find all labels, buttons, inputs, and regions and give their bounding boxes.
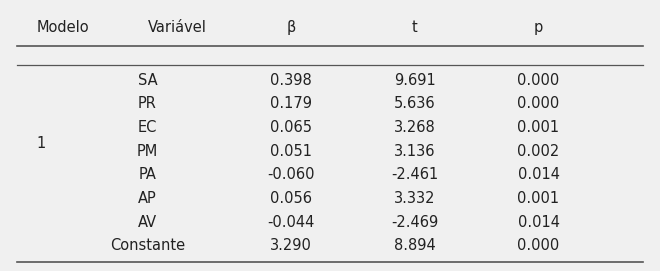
Text: SA: SA — [138, 73, 157, 88]
Text: 0.000: 0.000 — [517, 238, 560, 253]
Text: 0.000: 0.000 — [517, 96, 560, 111]
Text: EC: EC — [138, 120, 157, 135]
Text: t: t — [412, 20, 418, 35]
Text: AP: AP — [138, 191, 157, 206]
Text: AV: AV — [138, 215, 157, 230]
Text: -2.461: -2.461 — [391, 167, 438, 182]
Text: 0.002: 0.002 — [517, 144, 560, 159]
Text: 1: 1 — [37, 136, 46, 151]
Text: -2.469: -2.469 — [391, 215, 438, 230]
Text: 3.332: 3.332 — [394, 191, 436, 206]
Text: 3.136: 3.136 — [394, 144, 436, 159]
Text: 3.290: 3.290 — [270, 238, 312, 253]
Text: Variável: Variável — [148, 20, 207, 35]
Text: Constante: Constante — [110, 238, 185, 253]
Text: p: p — [534, 20, 543, 35]
Text: 0.065: 0.065 — [270, 120, 312, 135]
Text: 8.894: 8.894 — [394, 238, 436, 253]
Text: 3.268: 3.268 — [394, 120, 436, 135]
Text: 0.000: 0.000 — [517, 73, 560, 88]
Text: PA: PA — [139, 167, 156, 182]
Text: PR: PR — [138, 96, 157, 111]
Text: 0.001: 0.001 — [517, 191, 560, 206]
Text: 9.691: 9.691 — [394, 73, 436, 88]
Text: -0.060: -0.060 — [267, 167, 315, 182]
Text: 5.636: 5.636 — [394, 96, 436, 111]
Text: 0.179: 0.179 — [270, 96, 312, 111]
Text: 0.014: 0.014 — [517, 167, 560, 182]
Text: 0.398: 0.398 — [270, 73, 312, 88]
Text: β: β — [286, 20, 296, 35]
Text: 0.051: 0.051 — [270, 144, 312, 159]
Text: -0.044: -0.044 — [267, 215, 315, 230]
Text: 0.001: 0.001 — [517, 120, 560, 135]
Text: PM: PM — [137, 144, 158, 159]
Text: Modelo: Modelo — [37, 20, 89, 35]
Text: 0.014: 0.014 — [517, 215, 560, 230]
Text: 0.056: 0.056 — [270, 191, 312, 206]
